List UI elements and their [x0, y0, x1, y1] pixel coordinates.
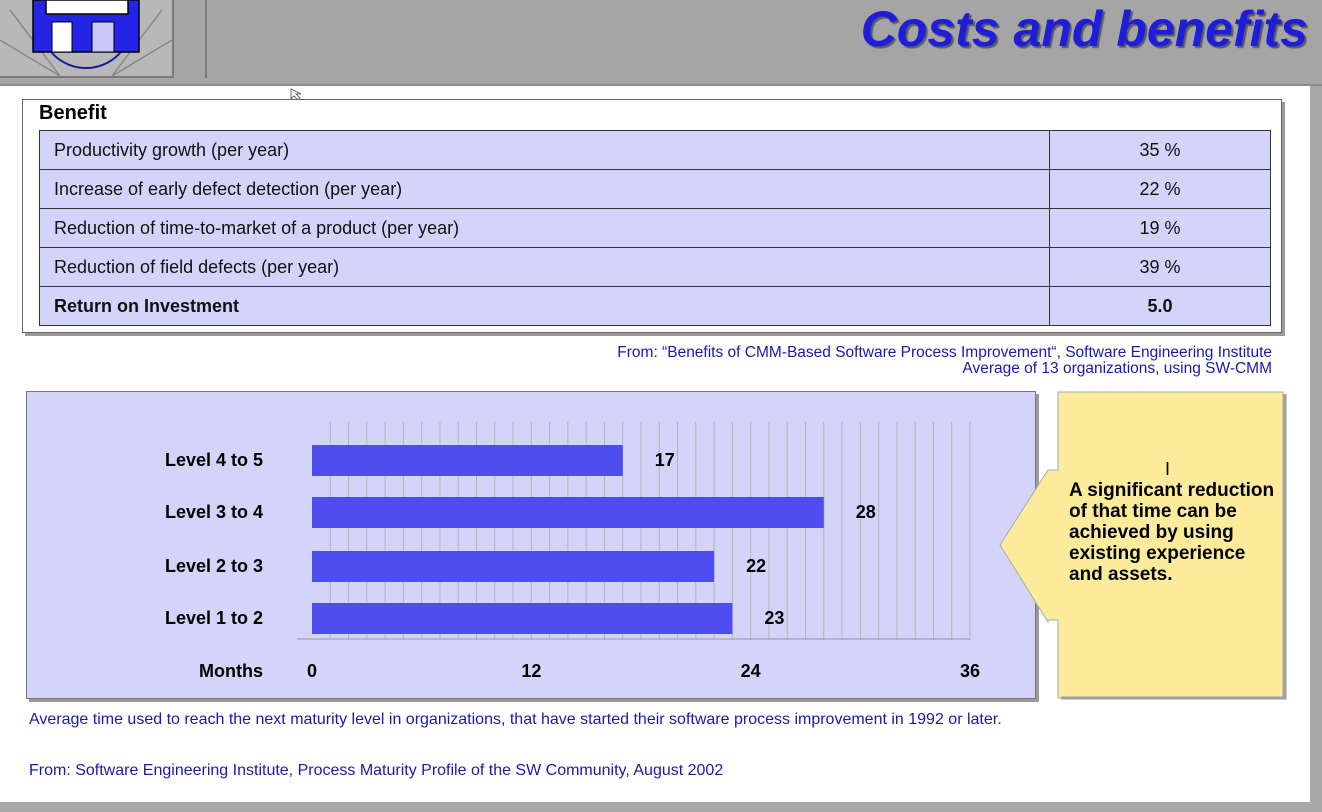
callout-text: A significant reduction of that time can… — [1069, 480, 1275, 585]
data-label: 22 — [746, 556, 766, 576]
bar-chart-panel: 17 Level 4 to 5 28 Level 3 to 4 22 Level 2 to… — [26, 391, 1036, 699]
benefit-table-panel: Benefit Productivity growth (per year) 3… — [22, 99, 1282, 333]
source1-line1: From: “Benefits of CMM-Based Software Pr… — [617, 344, 1272, 361]
bar-chart: 17 Level 4 to 5 28 Level 3 to 4 22 Level 2 to… — [165, 422, 980, 681]
header-bar: Costs and benefits — [0, 0, 1322, 86]
right-frame — [1310, 86, 1322, 802]
benefit-table: Productivity growth (per year) 35 % Incr… — [39, 130, 1271, 326]
benefit-label: Increase of early defect detection (per … — [39, 169, 1050, 209]
table-row: Productivity growth (per year) 35 % — [39, 130, 1271, 170]
category-label: Level 4 to 5 — [165, 450, 263, 470]
callout-arrow-note — [999, 391, 1287, 700]
table-row: Reduction of field defects (per year) 39… — [39, 247, 1271, 287]
bar — [312, 603, 733, 634]
benefit-value: 22 % — [1049, 169, 1271, 209]
header-divider — [205, 0, 207, 78]
bottom-frame — [0, 802, 1322, 812]
bar — [312, 551, 715, 582]
source-citation-2: From: Software Engineering Institute, Pr… — [29, 762, 724, 779]
table-row: Increase of early defect detection (per … — [39, 169, 1271, 209]
x-tick-label: 24 — [741, 661, 761, 681]
logo — [0, 0, 174, 78]
roi-label: Return on Investment — [39, 286, 1050, 326]
data-label: 23 — [764, 608, 784, 628]
category-label: Level 3 to 4 — [165, 502, 263, 522]
source-citation-1: From: “Benefits of CMM-Based Software Pr… — [617, 345, 1272, 377]
logo-icon — [0, 0, 172, 76]
x-tick-label: 12 — [521, 661, 541, 681]
roi-value: 5.0 — [1049, 286, 1271, 326]
table-row-roi: Return on Investment 5.0 — [39, 286, 1271, 326]
benefit-label: Productivity growth (per year) — [39, 130, 1050, 170]
chart-caption: Average time used to reach the next matu… — [29, 711, 1002, 728]
x-axis-title: Months — [199, 661, 263, 681]
data-label: 17 — [655, 450, 675, 470]
bar — [312, 445, 623, 476]
page-title: Costs and benefits — [860, 1, 1308, 57]
benefit-value: 35 % — [1049, 130, 1271, 170]
source1-line2: Average of 13 organizations, using SW-CM… — [962, 360, 1272, 377]
x-tick-label: 36 — [960, 661, 980, 681]
x-tick-label: 0 — [307, 661, 317, 681]
benefit-label: Reduction of time-to-market of a product… — [39, 208, 1050, 248]
benefit-value: 19 % — [1049, 208, 1271, 248]
category-label: Level 1 to 2 — [165, 608, 263, 628]
benefit-value: 39 % — [1049, 247, 1271, 287]
bar — [312, 497, 824, 528]
category-label: Level 2 to 3 — [165, 556, 263, 576]
text-cursor-icon: I — [1165, 459, 1171, 479]
data-label: 28 — [856, 502, 876, 522]
benefit-heading: Benefit — [39, 102, 107, 124]
benefit-label: Reduction of field defects (per year) — [39, 247, 1050, 287]
table-row: Reduction of time-to-market of a product… — [39, 208, 1271, 248]
